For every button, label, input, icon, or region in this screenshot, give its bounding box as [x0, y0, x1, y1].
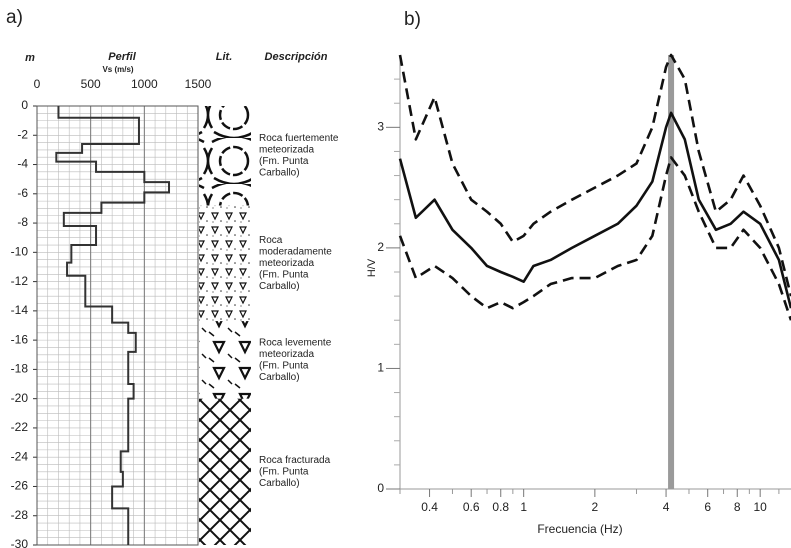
unit-description: (Fm. Punta	[259, 360, 309, 371]
x-tick-label: 6	[704, 500, 711, 514]
x-tick-label: 0.6	[463, 500, 480, 514]
x-tick-label: 0.8	[492, 500, 509, 514]
x-tick-label: 10	[753, 500, 767, 514]
x-axis-label: Vs (m/s)	[102, 65, 133, 74]
y-tick-label: -12	[11, 274, 29, 288]
description-header: Descripción	[265, 51, 328, 63]
x-tick-label: 1500	[185, 77, 212, 91]
y-tick-label: -6	[17, 186, 28, 200]
y-tick-label: -26	[11, 479, 29, 493]
unit-description: Carballo)	[259, 372, 300, 383]
x-tick-label: 0.4	[421, 500, 438, 514]
unit-description: Roca	[259, 235, 283, 246]
peak-frequency-band	[668, 55, 675, 489]
y-tick-label: 0	[377, 481, 384, 495]
panel-label: b)	[404, 9, 421, 30]
unit-description: Roca fracturada	[259, 455, 331, 466]
y-tick-label: -22	[11, 420, 29, 434]
unit-description: meteorizada	[259, 349, 314, 360]
y-tick-label: -20	[11, 391, 29, 405]
hv-std-curve	[398, 53, 791, 297]
unit-description: Roca fuertemente	[259, 133, 339, 144]
x-axis-label: Frecuencia (Hz)	[537, 522, 622, 536]
x-tick-label: 500	[81, 77, 101, 91]
unit-description: Carballo)	[259, 478, 300, 489]
y-tick-label: 1	[377, 361, 384, 375]
panel-label: a)	[6, 7, 23, 28]
lithology-unit	[199, 398, 251, 545]
x-tick-label: 4	[663, 500, 670, 514]
hv-std-curve	[398, 156, 791, 321]
y-tick-label: 3	[377, 120, 384, 134]
panel-a: a) m Perfil Vs (m/s) Lit. Descripción 0 500 1000…	[6, 7, 339, 548]
y-tick-label: -8	[17, 215, 28, 229]
vs-profile	[55, 106, 171, 545]
y-tick-label: -18	[11, 362, 29, 376]
y-tick-label: -24	[11, 449, 29, 463]
unit-description: Carballo)	[259, 281, 300, 292]
y-axis-label: H/V	[366, 258, 378, 277]
unit-description: moderadamente	[259, 246, 332, 257]
unit-description: (Fm. Punta	[259, 466, 309, 477]
y-tick-label: -30	[11, 537, 29, 548]
x-tick-label: 2	[592, 500, 599, 514]
x-tick-label: 1000	[131, 77, 158, 91]
y-tick-label: 2	[377, 240, 384, 254]
y-tick-label: -14	[11, 303, 29, 317]
lithology-unit	[199, 321, 251, 399]
y-tick-label: -10	[11, 245, 29, 259]
unit-description: (Fm. Punta	[259, 269, 309, 280]
hv-mean-curve	[398, 111, 791, 309]
unit-description: Roca levemente	[259, 337, 332, 348]
unit-description: meteorizada	[259, 145, 314, 156]
unit-description: meteorizada	[259, 258, 314, 269]
y-tick-label: -2	[17, 127, 28, 141]
x-tick-label: 0	[34, 77, 41, 91]
plot-frame	[36, 105, 199, 546]
unit-description: Carballo)	[259, 168, 300, 179]
y-axis-label: m	[25, 52, 35, 64]
lithology-unit	[199, 205, 251, 322]
y-tick-label: 0	[21, 98, 28, 112]
x-tick-label: 8	[734, 500, 741, 514]
y-tick-label: -4	[17, 157, 28, 171]
y-tick-label: -28	[11, 508, 29, 522]
panel-b: b) H/V Frecuencia (Hz) 0 1 2 3 0.4 0.6 0.8 1 2 4 6 8 10	[366, 9, 791, 536]
y-tick-label: -16	[11, 332, 29, 346]
x-tick-label: 1	[520, 500, 527, 514]
lithology-unit	[199, 106, 251, 206]
chart-title: Perfil	[108, 51, 136, 63]
lithology-header: Lit.	[216, 51, 233, 63]
unit-description: (Fm. Punta	[259, 156, 309, 167]
